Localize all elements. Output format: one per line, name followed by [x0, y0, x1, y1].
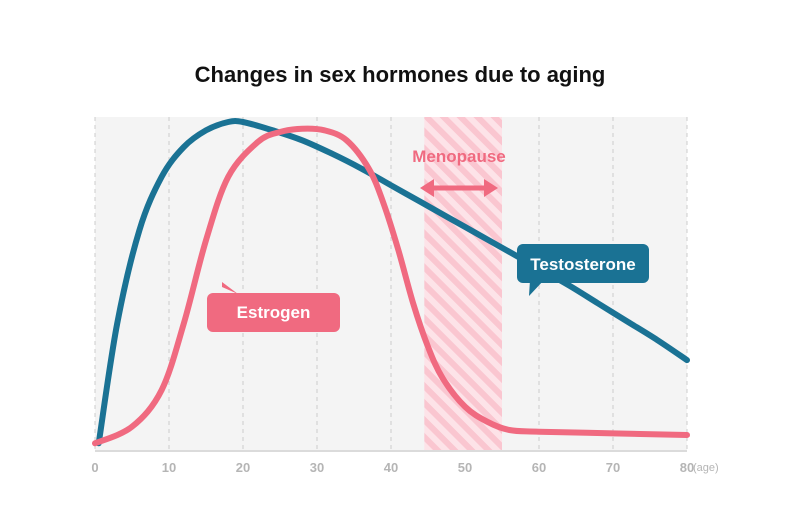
x-axis-ticks: 0 10 20 30 40 50 60 70 80	[91, 460, 694, 475]
x-tick-20: 20	[236, 460, 250, 475]
x-tick-60: 60	[532, 460, 546, 475]
testosterone-label-text: Testosterone	[530, 255, 636, 274]
x-tick-30: 30	[310, 460, 324, 475]
menopause-band-rect	[424, 117, 502, 450]
x-tick-10: 10	[162, 460, 176, 475]
series-lines	[92, 117, 690, 447]
testosterone-line	[95, 117, 690, 447]
menopause-label: Menopause	[412, 147, 506, 166]
x-tick-40: 40	[384, 460, 398, 475]
chart-title: Changes in sex hormones due to aging	[194, 62, 606, 87]
x-tick-0: 0	[91, 460, 98, 475]
estrogen-line	[92, 125, 690, 447]
menopause-arrow	[420, 179, 498, 197]
menopause-band	[424, 117, 502, 450]
x-axis-unit: (age)	[693, 462, 719, 474]
testosterone-label: Testosterone	[517, 244, 649, 296]
estrogen-label-text: Estrogen	[237, 303, 311, 322]
estrogen-label: Estrogen	[207, 282, 340, 332]
x-tick-70: 70	[606, 460, 620, 475]
x-tick-50: 50	[458, 460, 472, 475]
x-tick-80: 80	[680, 460, 694, 475]
menopause-annotation: Menopause	[412, 147, 506, 197]
